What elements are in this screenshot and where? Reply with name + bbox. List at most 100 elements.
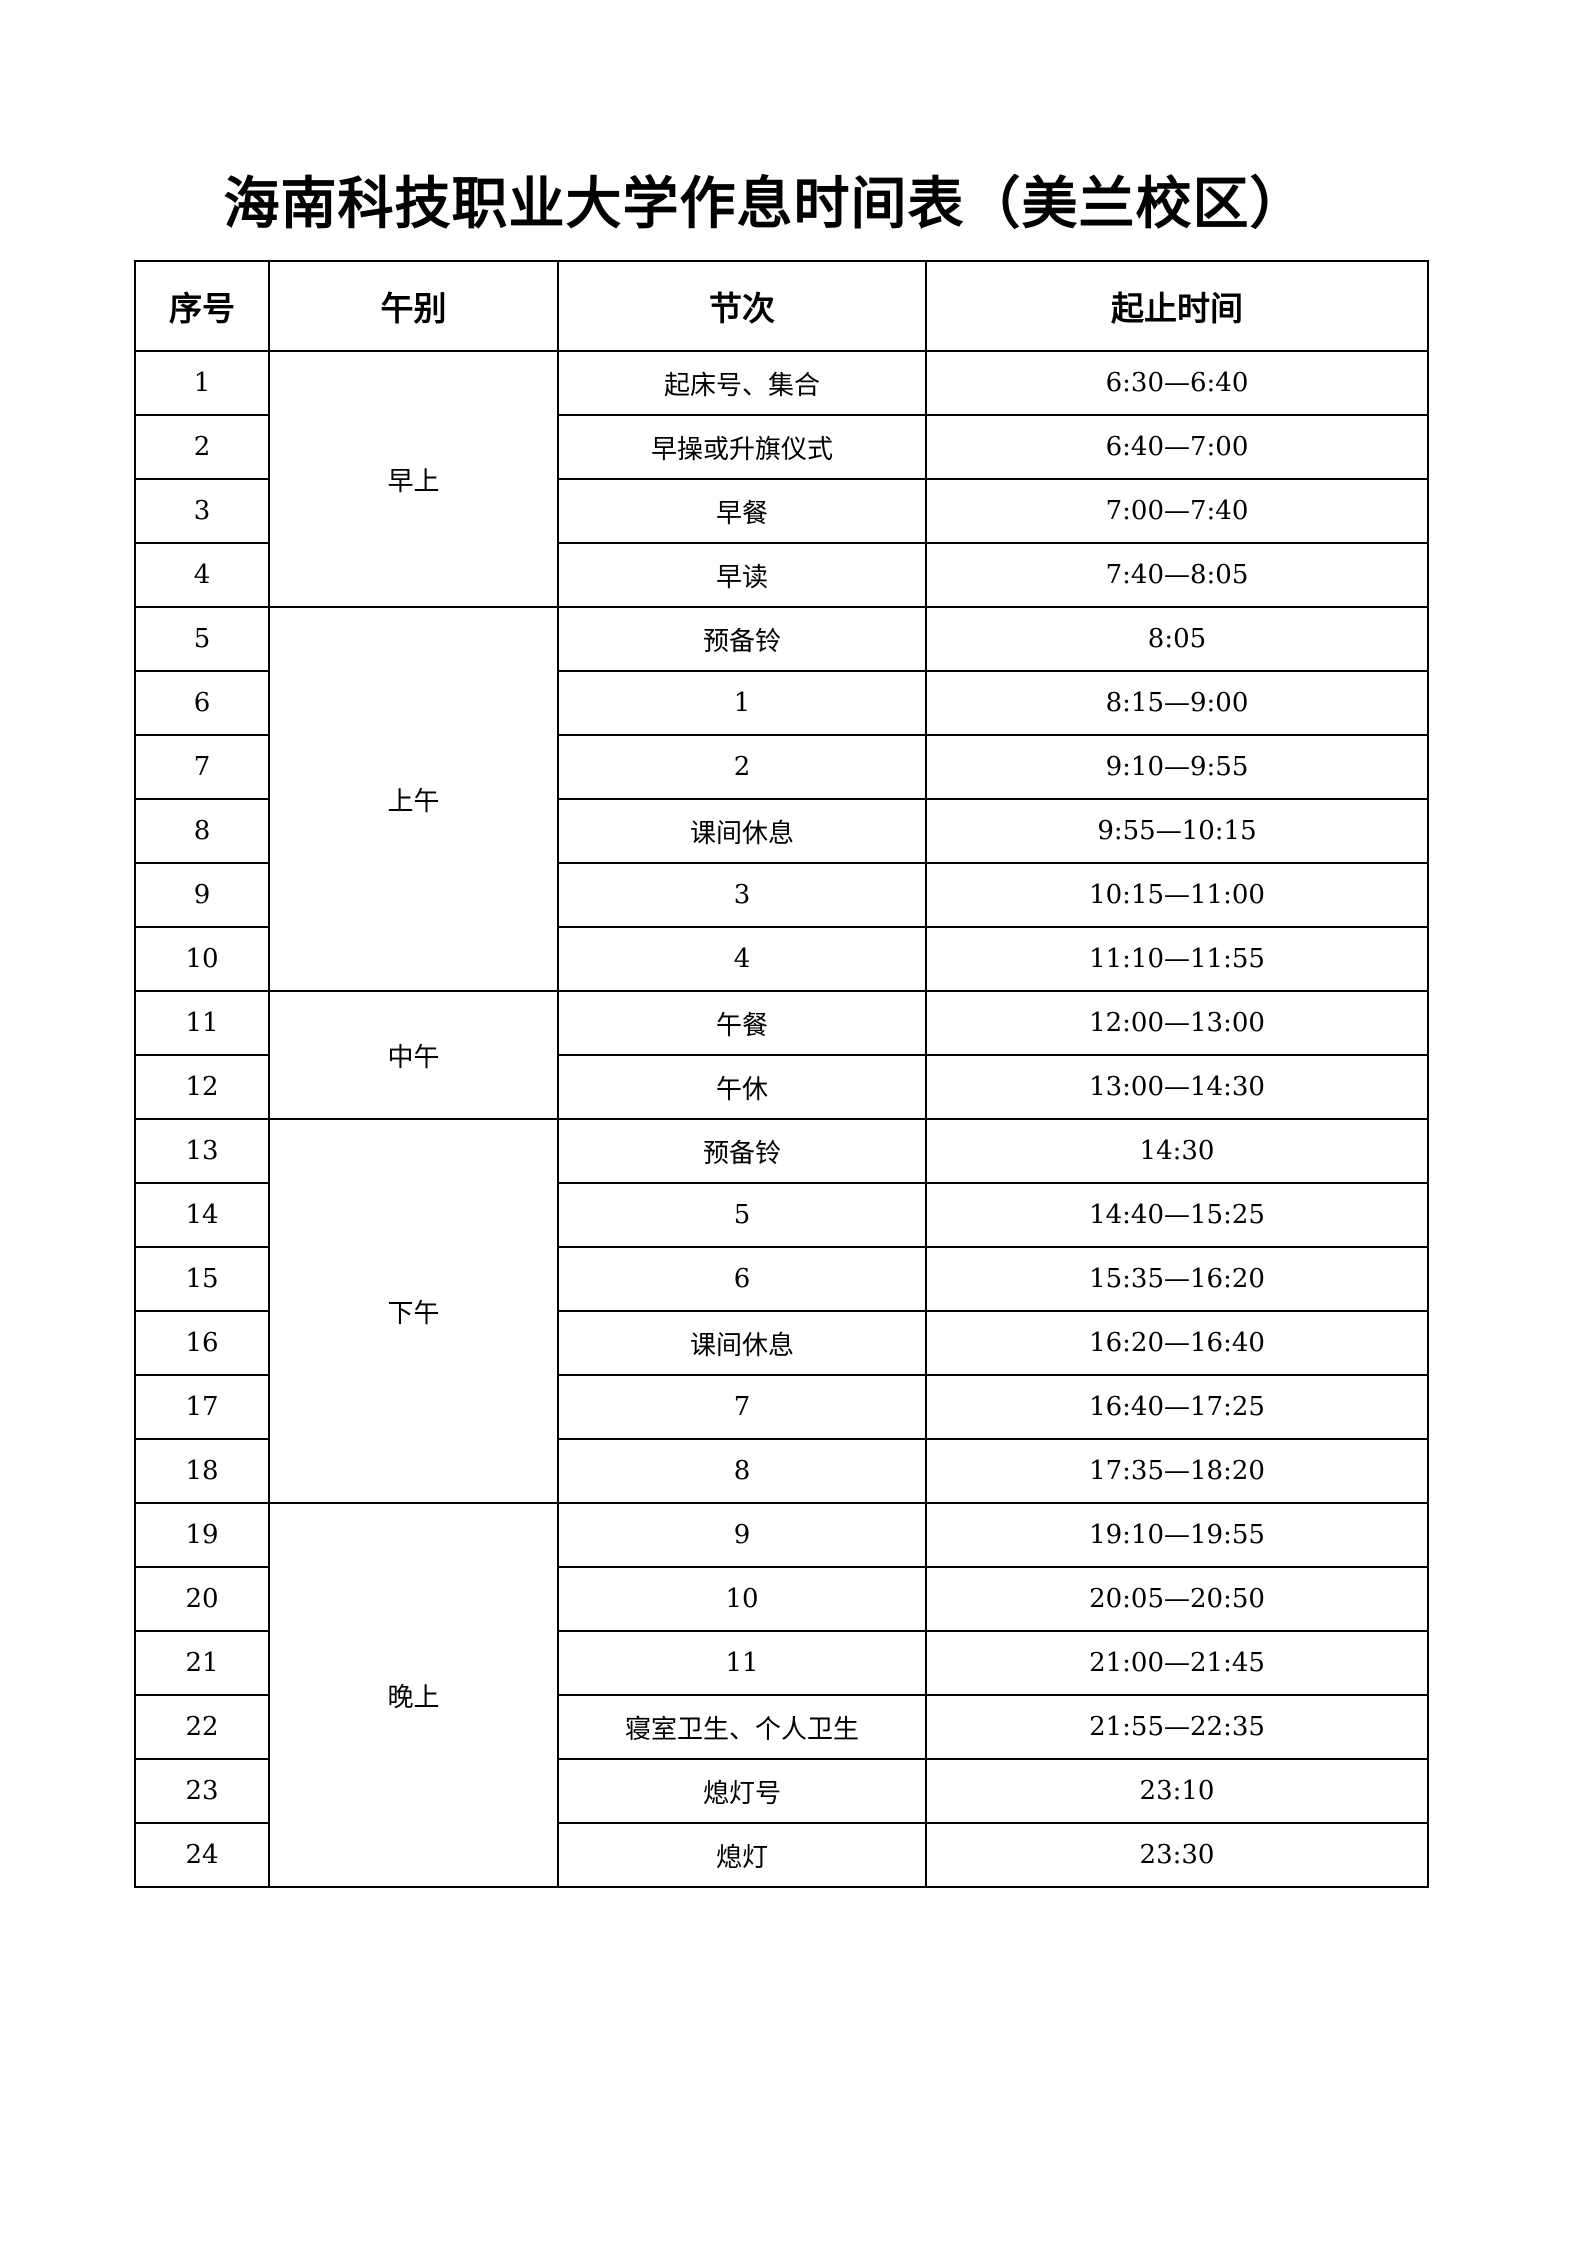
table-row: 17 7 16:40—17:25 xyxy=(134,1374,1429,1440)
index-cell: 13 xyxy=(134,1118,270,1184)
session-cell: 寝室卫生、个人卫生 xyxy=(557,1694,927,1760)
session-cell: 5 xyxy=(557,1182,927,1248)
table-row: 23 熄灯号 23:10 xyxy=(134,1758,1429,1824)
session-cell: 早操或升旗仪式 xyxy=(557,414,927,480)
index-cell: 17 xyxy=(134,1374,270,1440)
session-cell: 4 xyxy=(557,926,927,992)
table-row: 8 课间休息 9:55—10:15 xyxy=(134,798,1429,864)
index-cell: 18 xyxy=(134,1438,270,1504)
table-row: 1 早上 起床号、集合 6:30—6:40 xyxy=(134,350,1429,608)
table-row: 13 下午 预备铃 14:30 xyxy=(134,1118,1429,1504)
period-cell: 上午 xyxy=(268,606,559,992)
index-cell: 24 xyxy=(134,1822,270,1888)
index-cell: 7 xyxy=(134,734,270,800)
time-cell: 13:00—14:30 xyxy=(925,1054,1429,1120)
table-row: 15 6 15:35—16:20 xyxy=(134,1246,1429,1312)
table-row: 24 熄灯 23:30 xyxy=(134,1822,1429,1888)
index-cell: 16 xyxy=(134,1310,270,1376)
table-row: 10 4 11:10—11:55 xyxy=(134,926,1429,992)
table-row: 11 中午 午餐 12:00—13:00 xyxy=(134,990,1429,1120)
index-cell: 6 xyxy=(134,670,270,736)
index-cell: 11 xyxy=(134,990,270,1056)
time-cell: 11:10—11:55 xyxy=(925,926,1429,992)
header-period: 午别 xyxy=(268,260,559,352)
session-cell: 预备铃 xyxy=(557,1118,927,1184)
index-cell: 5 xyxy=(134,606,270,672)
session-cell: 早读 xyxy=(557,542,927,608)
index-cell: 4 xyxy=(134,542,270,608)
index-cell: 9 xyxy=(134,862,270,928)
time-cell: 10:15—11:00 xyxy=(925,862,1429,928)
session-cell: 6 xyxy=(557,1246,927,1312)
time-cell: 21:00—21:45 xyxy=(925,1630,1429,1696)
time-cell: 8:15—9:00 xyxy=(925,670,1429,736)
index-cell: 23 xyxy=(134,1758,270,1824)
table-row: 18 8 17:35—18:20 xyxy=(134,1438,1429,1504)
index-cell: 12 xyxy=(134,1054,270,1120)
header-row: 序号 午别 节次 起止时间 xyxy=(134,260,1429,352)
time-cell: 19:10—19:55 xyxy=(925,1502,1429,1568)
period-cell: 晚上 xyxy=(268,1502,559,1888)
time-cell: 8:05 xyxy=(925,606,1429,672)
session-cell: 2 xyxy=(557,734,927,800)
session-cell: 午餐 xyxy=(557,990,927,1056)
time-cell: 9:55—10:15 xyxy=(925,798,1429,864)
time-cell: 9:10—9:55 xyxy=(925,734,1429,800)
index-cell: 22 xyxy=(134,1694,270,1760)
header-session: 节次 xyxy=(557,260,927,352)
period-cell: 中午 xyxy=(268,990,559,1120)
index-cell: 21 xyxy=(134,1630,270,1696)
time-cell: 20:05—20:50 xyxy=(925,1566,1429,1632)
index-cell: 14 xyxy=(134,1182,270,1248)
session-cell: 8 xyxy=(557,1438,927,1504)
table-row: 4 早读 7:40—8:05 xyxy=(134,542,1429,608)
header-index: 序号 xyxy=(134,260,270,352)
period-cell: 下午 xyxy=(268,1118,559,1504)
index-cell: 8 xyxy=(134,798,270,864)
period-cell: 早上 xyxy=(268,350,559,608)
session-cell: 9 xyxy=(557,1502,927,1568)
table-row: 5 上午 预备铃 8:05 xyxy=(134,606,1429,992)
time-cell: 23:10 xyxy=(925,1758,1429,1824)
session-cell: 早餐 xyxy=(557,478,927,544)
table-row: 21 11 21:00—21:45 xyxy=(134,1630,1429,1696)
time-cell: 7:00—7:40 xyxy=(925,478,1429,544)
table-row: 3 早餐 7:00—7:40 xyxy=(134,478,1429,544)
session-cell: 1 xyxy=(557,670,927,736)
index-cell: 10 xyxy=(134,926,270,992)
time-cell: 21:55—22:35 xyxy=(925,1694,1429,1760)
session-cell: 11 xyxy=(557,1630,927,1696)
schedule-table: 序号 午别 节次 起止时间 1 早上 起床号、集合 6:30—6:40 2 早操或升旗仪式… xyxy=(134,260,1429,1888)
table-row: 12 午休 13:00—14:30 xyxy=(134,1054,1429,1120)
index-cell: 3 xyxy=(134,478,270,544)
session-cell: 7 xyxy=(557,1374,927,1440)
index-cell: 20 xyxy=(134,1566,270,1632)
time-cell: 6:30—6:40 xyxy=(925,350,1429,416)
time-cell: 14:40—15:25 xyxy=(925,1182,1429,1248)
index-cell: 1 xyxy=(134,350,270,416)
time-cell: 16:20—16:40 xyxy=(925,1310,1429,1376)
table-row: 7 2 9:10—9:55 xyxy=(134,734,1429,800)
session-cell: 课间休息 xyxy=(557,798,927,864)
table-row: 2 早操或升旗仪式 6:40—7:00 xyxy=(134,414,1429,480)
table-row: 16 课间休息 16:20—16:40 xyxy=(134,1310,1429,1376)
session-cell: 预备铃 xyxy=(557,606,927,672)
time-cell: 17:35—18:20 xyxy=(925,1438,1429,1504)
table-row: 6 1 8:15—9:00 xyxy=(134,670,1429,736)
table-row: 20 10 20:05—20:50 xyxy=(134,1566,1429,1632)
time-cell: 16:40—17:25 xyxy=(925,1374,1429,1440)
table-row: 22 寝室卫生、个人卫生 21:55—22:35 xyxy=(134,1694,1429,1760)
table-row: 19 晚上 9 19:10—19:55 xyxy=(134,1502,1429,1888)
header-time: 起止时间 xyxy=(925,260,1429,352)
session-cell: 3 xyxy=(557,862,927,928)
index-cell: 19 xyxy=(134,1502,270,1568)
time-cell: 7:40—8:05 xyxy=(925,542,1429,608)
time-cell: 6:40—7:00 xyxy=(925,414,1429,480)
time-cell: 23:30 xyxy=(925,1822,1429,1888)
session-cell: 熄灯号 xyxy=(557,1758,927,1824)
table-row: 14 5 14:40—15:25 xyxy=(134,1182,1429,1248)
table-row: 9 3 10:15—11:00 xyxy=(134,862,1429,928)
time-cell: 14:30 xyxy=(925,1118,1429,1184)
page-title: 海南科技职业大学作息时间表（美兰校区） xyxy=(223,172,1307,237)
session-cell: 10 xyxy=(557,1566,927,1632)
